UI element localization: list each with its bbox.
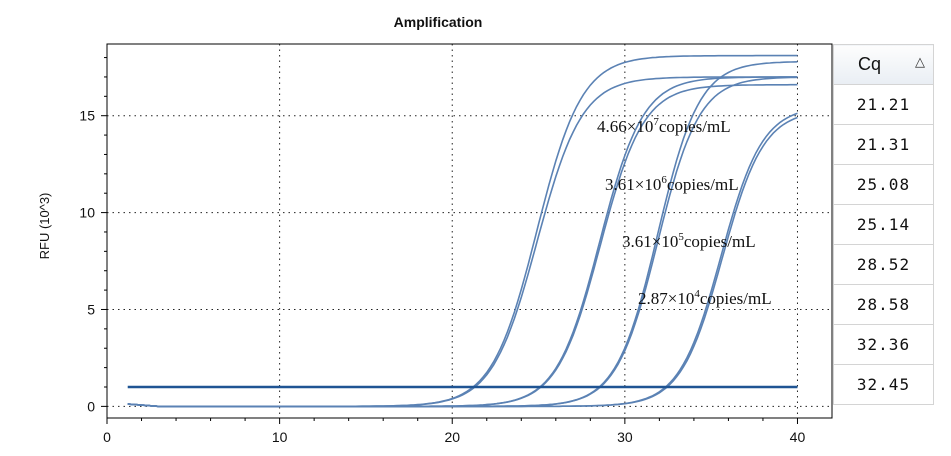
y-tick-label: 0	[87, 398, 95, 414]
y-axis-label: RFU (10^3)	[37, 193, 52, 260]
amplification-curve	[127, 112, 798, 408]
chart-title: Amplification	[394, 14, 483, 30]
plot-frame	[106, 43, 833, 419]
amplification-curve	[127, 116, 798, 408]
cq-cell[interactable]: 21.21	[833, 84, 934, 125]
cq-cell[interactable]: 28.58	[833, 284, 934, 325]
concentration-annotation: 3.61×105copies/mL	[622, 231, 756, 251]
x-tick-label: 30	[617, 429, 633, 445]
cq-cell[interactable]: 28.52	[833, 244, 934, 285]
cq-column-header[interactable]: Cq △	[833, 44, 934, 85]
cq-cell[interactable]: 21.31	[833, 124, 934, 165]
x-tick-label: 40	[790, 429, 806, 445]
cq-cell[interactable]: 25.08	[833, 164, 934, 205]
cq-cell[interactable]: 25.14	[833, 204, 934, 245]
x-tick-label: 20	[444, 429, 460, 445]
x-tick-label: 0	[103, 429, 111, 445]
cq-header-label: Cq	[857, 54, 881, 74]
x-tick-label: 10	[272, 429, 288, 445]
triangle-up-icon[interactable]: △	[915, 54, 925, 69]
cq-cell[interactable]: 32.36	[833, 324, 934, 365]
y-tick-label: 15	[79, 108, 95, 124]
concentration-annotation: 3.61×106copies/mL	[605, 174, 739, 194]
y-tick-label: 5	[87, 301, 95, 317]
cq-table: Cq △ 21.21 21.31 25.08 25.14 28.52 28.58…	[833, 44, 934, 405]
cq-cell[interactable]: 32.45	[833, 364, 934, 405]
y-tick-label: 10	[79, 205, 95, 221]
concentration-annotation: 2.87×104copies/mL	[638, 288, 772, 308]
concentration-annotation: 4.66×107copies/mL	[597, 116, 731, 136]
